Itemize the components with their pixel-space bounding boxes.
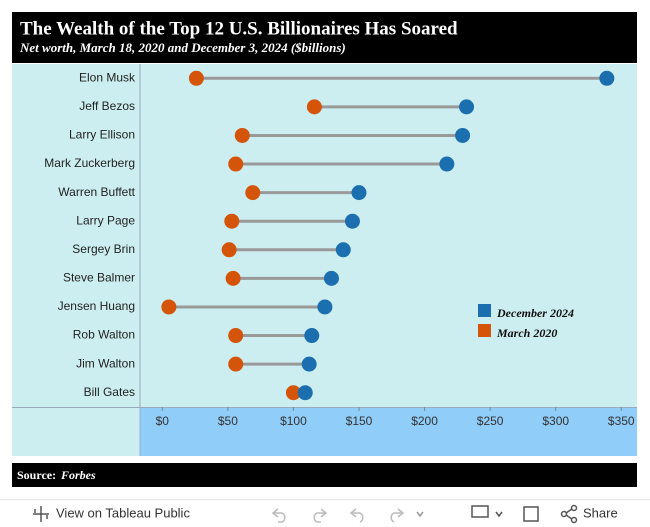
x-tick-label: $150 <box>346 414 373 428</box>
source-label: Source: <box>17 468 56 482</box>
dot <box>351 185 367 201</box>
dot <box>306 99 322 115</box>
dot <box>234 127 250 143</box>
dot <box>344 213 360 229</box>
x-tick-label: $200 <box>411 414 438 428</box>
header <box>12 12 637 63</box>
y-tick-label: Bill Gates <box>84 385 135 399</box>
dot <box>228 356 244 372</box>
share[interactable]: Share <box>583 505 618 520</box>
y-tick-label: Rob Walton <box>73 328 135 342</box>
dot <box>225 270 241 286</box>
y-tick-label: Larry Page <box>76 213 135 227</box>
dot <box>439 156 455 172</box>
axis-band <box>140 408 637 456</box>
dot <box>455 127 471 143</box>
x-tick-label: $300 <box>542 414 569 428</box>
x-tick-label: $350 <box>608 414 635 428</box>
legend-label: December 2024 <box>496 306 574 320</box>
y-tick-label: Jeff Bezos <box>79 99 135 113</box>
chart-subtitle: Net worth, March 18, 2020 and December 3… <box>19 40 346 55</box>
dot <box>228 328 244 344</box>
dot <box>301 356 317 372</box>
chart-title: The Wealth of the Top 12 U.S. Billionair… <box>20 18 458 39</box>
x-tick-label: $250 <box>477 414 504 428</box>
dot <box>323 270 339 286</box>
toolbar-icons <box>271 504 578 524</box>
dot <box>297 385 313 401</box>
y-tick-label: Larry Ellison <box>69 128 135 142</box>
y-tick-label: Steve Balmer <box>63 271 135 285</box>
legend-swatch <box>478 324 491 337</box>
y-tick-label: Elon Musk <box>79 70 136 84</box>
y-tick-label: Sergey Brin <box>72 242 135 256</box>
view-on-tableau[interactable]: View on Tableau Public <box>56 505 190 520</box>
dot <box>224 213 240 229</box>
y-tick-label: Jim Walton <box>76 356 135 370</box>
dot <box>304 328 320 344</box>
dot <box>245 185 261 201</box>
dot <box>459 99 475 115</box>
dot <box>317 299 333 315</box>
plot-area <box>12 64 637 456</box>
y-tick-label: Warren Buffett <box>58 185 135 199</box>
legend-label: March 2020 <box>496 326 557 340</box>
dot <box>335 242 351 258</box>
dot <box>599 70 615 86</box>
tableau-icon <box>33 506 49 522</box>
dot <box>161 299 177 315</box>
legend-swatch <box>478 304 491 317</box>
x-tick-label: $50 <box>218 414 238 428</box>
dot <box>188 70 204 86</box>
x-tick-label: $100 <box>280 414 307 428</box>
y-tick-label: Jensen Huang <box>58 299 135 313</box>
y-tick-label: Mark Zuckerberg <box>44 156 135 170</box>
source: Forbes <box>60 468 96 482</box>
dot <box>228 156 244 172</box>
footer <box>12 463 637 487</box>
x-tick-label: $0 <box>156 414 170 428</box>
dot <box>285 385 301 401</box>
dot <box>221 242 237 258</box>
